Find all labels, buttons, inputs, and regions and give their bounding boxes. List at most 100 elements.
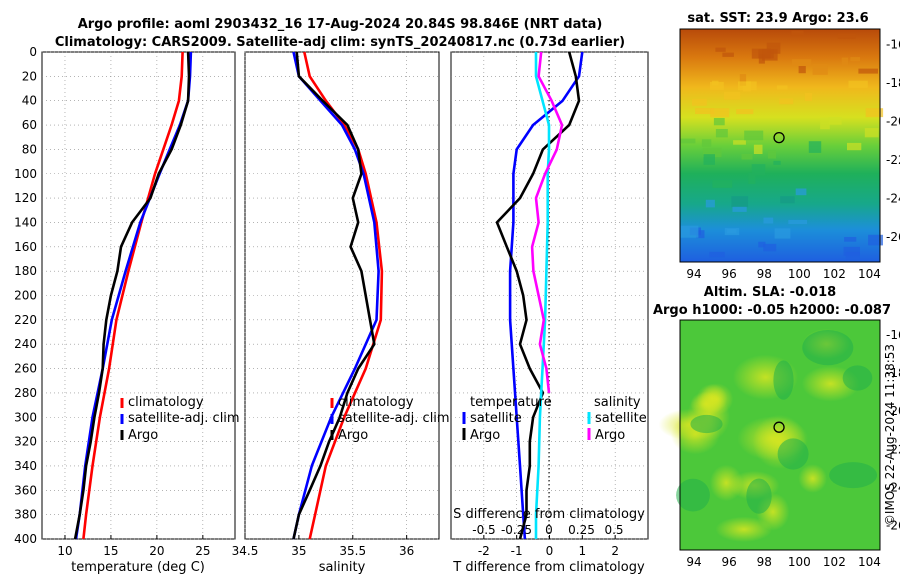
map-x-tick: 100 — [788, 267, 811, 281]
x-tick-label: 25 — [195, 544, 210, 558]
y-tick-label: 340 — [14, 459, 37, 473]
legend-climatology: climatology — [128, 395, 204, 410]
legend-t-argo: Argo — [470, 428, 500, 443]
legend-salinity-title: salinity — [594, 395, 641, 410]
legend-t-satellite: satellite — [470, 411, 522, 426]
s-tick-label: 0.25 — [568, 523, 595, 537]
y-tick-label: 220 — [14, 313, 37, 327]
y-tick-label: 360 — [14, 483, 37, 497]
map-x-tick: 102 — [823, 555, 846, 569]
salinity-panel: 34.5 35 35.5 36 salinity climatology satell… — [232, 51, 450, 575]
y-tick-label: 180 — [14, 264, 37, 278]
map-x-tick: 104 — [858, 267, 881, 281]
map-y-tick: -24 — [886, 480, 900, 494]
series-climatology — [82, 51, 184, 540]
y-tick-label: 0 — [29, 45, 37, 59]
difference-panel: -2 -1 0 1 2 T difference from climatology S … — [450, 51, 649, 575]
map-y-tick: -18 — [886, 76, 900, 90]
y-tick-label: 100 — [14, 167, 37, 181]
x-tick-label: 10 — [57, 544, 72, 558]
series-argo — [292, 51, 376, 540]
s-tick-label: 0.5 — [604, 523, 623, 537]
sst-field — [680, 29, 880, 262]
series-satellite-adj-clim — [292, 51, 380, 540]
x-tick-label: 2 — [611, 544, 619, 558]
temperature-legend: climatology satellite-adj. clim Argo — [120, 395, 240, 443]
x-tick-label: 15 — [103, 544, 118, 558]
map-y-tick: -22 — [886, 442, 900, 456]
map-y-tick: -26 — [886, 518, 900, 532]
map-y-tick: -18 — [886, 366, 900, 380]
sst-map: sat. SST: 23.9 Argo: 23.6 -16 -18 -20 -22 -2… — [679, 11, 900, 281]
y-tick-label: 40 — [22, 94, 37, 108]
diff-legend-salinity: salinity satellite Argo — [587, 395, 647, 443]
map-x-tick: 96 — [721, 267, 736, 281]
map-y-tick: -26 — [886, 230, 900, 244]
map-x-tick: 94 — [686, 555, 701, 569]
x-tick-label: 1 — [579, 544, 587, 558]
y-tick-label: 120 — [14, 191, 37, 205]
x-tick-label: 36 — [399, 544, 414, 558]
salinity-xlabel: salinity — [319, 560, 366, 575]
map-y-tick: -16 — [886, 328, 900, 342]
map-x-tick: 102 — [823, 267, 846, 281]
imos-credit: ©IMOS 22-Aug-2024 11:38:53 — [883, 344, 897, 526]
y-tick-label: 240 — [14, 337, 37, 351]
y-tick-label: 320 — [14, 435, 37, 449]
title-line-1: Argo profile: aoml 2903432_16 17-Aug-202… — [78, 17, 603, 32]
y-tick-label: 300 — [14, 410, 37, 424]
legend-argo-2: Argo — [338, 428, 368, 443]
legend-argo: Argo — [128, 428, 158, 443]
map-y-tick: -20 — [886, 404, 900, 418]
x-tick-label: 35 — [291, 544, 306, 558]
map-y-tick: -16 — [886, 37, 900, 51]
legend-temperature-title: temperature — [470, 395, 552, 410]
temperature-panel: 0 20 40 60 80 100 120 140 160 180 200 220 240 260 280 3… — [14, 45, 240, 575]
y-tick-label: 260 — [14, 362, 37, 376]
sla-map-title-1: Altim. SLA: -0.018 — [704, 285, 836, 300]
x-tick-label: 20 — [149, 544, 164, 558]
series-salinity-satellite — [534, 52, 551, 539]
x-tick-label: 35.5 — [339, 544, 366, 558]
map-x-tick: 98 — [757, 555, 772, 569]
map-y-tick: -24 — [886, 191, 900, 205]
legend-satellite-2: satellite-adj. clim — [338, 411, 450, 426]
t-difference-xlabel: T difference from climatology — [452, 560, 645, 575]
map-x-tick: 96 — [721, 555, 736, 569]
legend-s-satellite: satellite — [595, 411, 647, 426]
map-y-tick: -20 — [886, 114, 900, 128]
map-x-tick: 104 — [858, 555, 881, 569]
x-tick-label: -2 — [478, 544, 490, 558]
temperature-xlabel: temperature (deg C) — [71, 560, 205, 575]
sst-map-title: sat. SST: 23.9 Argo: 23.6 — [687, 11, 868, 26]
map-x-tick: 100 — [788, 555, 811, 569]
legend-satellite: satellite-adj. clim — [128, 411, 240, 426]
y-tick-label: 60 — [22, 118, 37, 132]
sla-map: Altim. SLA: -0.018 Argo h1000: -0.05 h20… — [653, 285, 900, 569]
argo-position-marker — [773, 131, 785, 144]
y-tick-label: 200 — [14, 289, 37, 303]
salinity-legend: climatology satellite-adj. clim Argo — [330, 395, 450, 443]
y-tick-label: 380 — [14, 508, 37, 522]
series-climatology — [303, 51, 384, 540]
y-tick-label: 160 — [14, 240, 37, 254]
x-tick-label: 34.5 — [232, 544, 259, 558]
s-tick-label: 0 — [545, 523, 553, 537]
argo-position-marker-2 — [773, 421, 785, 433]
map-y-tick: -22 — [886, 153, 900, 167]
y-tick-label: 400 — [14, 532, 37, 546]
x-tick-label: 0 — [546, 544, 554, 558]
x-tick-label: -1 — [511, 544, 523, 558]
legend-s-argo: Argo — [595, 428, 625, 443]
sla-map-title-2: Argo h1000: -0.05 h2000: -0.087 — [653, 303, 891, 318]
series-temperature-satellite — [508, 51, 584, 540]
s-tick-label: -0.5 — [472, 523, 495, 537]
series-argo — [73, 51, 191, 540]
title-line-2: Climatology: CARS2009. Satellite-adj cli… — [55, 35, 625, 50]
diff-legend-temperature: temperature satellite Argo — [462, 395, 552, 443]
map-x-tick: 98 — [757, 267, 772, 281]
legend-climatology-2: climatology — [338, 395, 414, 410]
y-tick-label: 20 — [22, 69, 37, 83]
y-tick-label: 80 — [22, 142, 37, 156]
